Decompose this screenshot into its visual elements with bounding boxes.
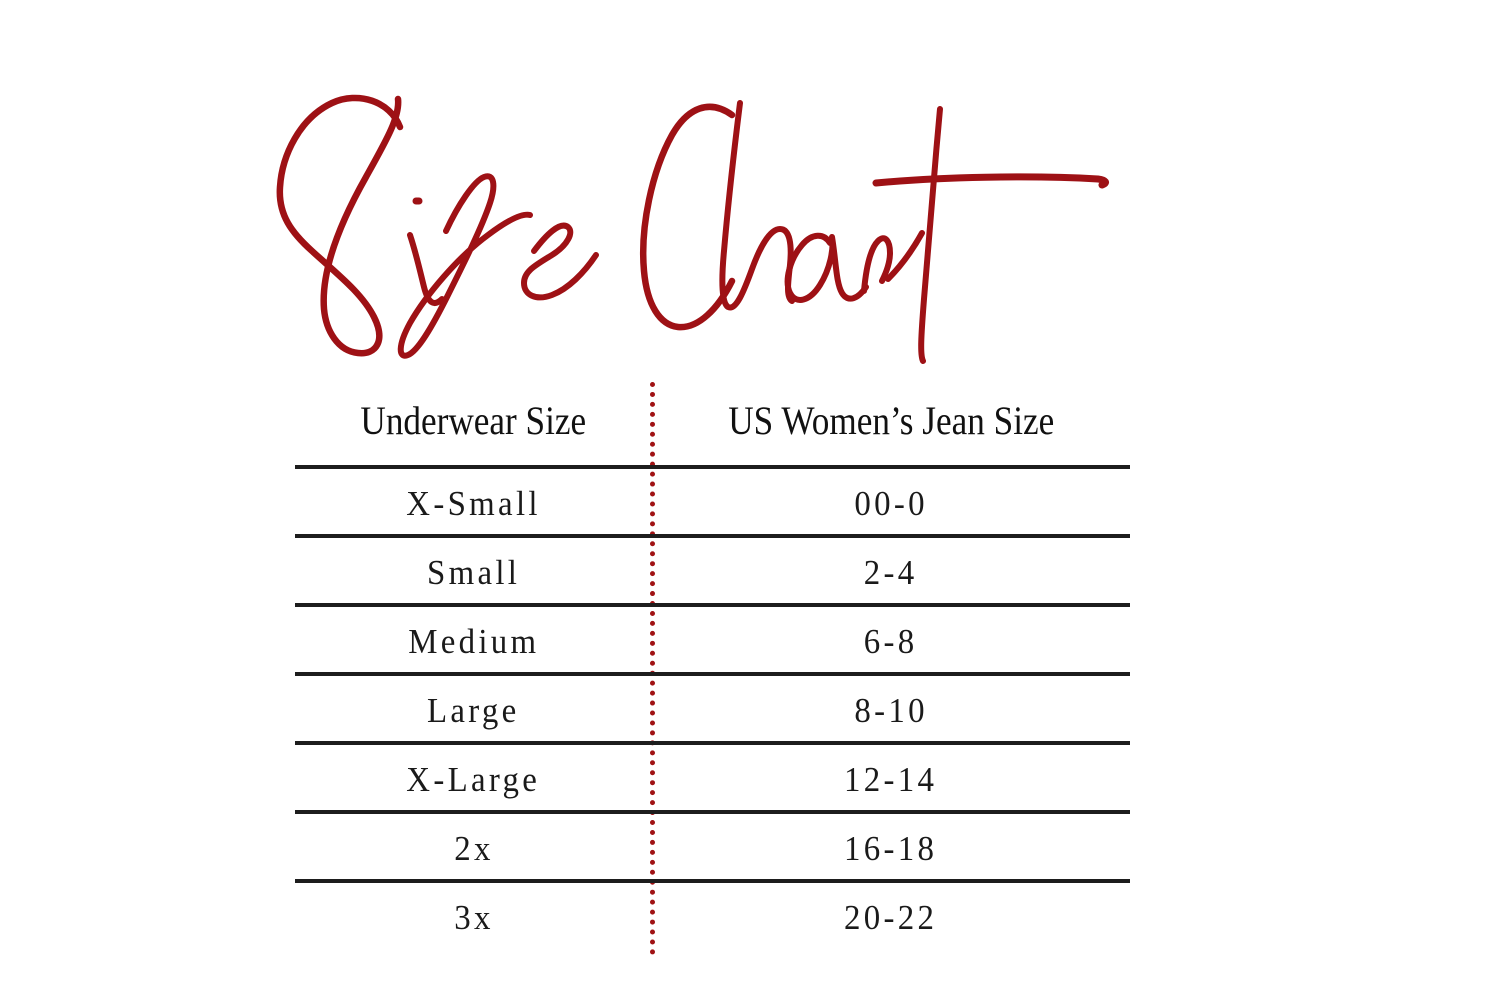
size-chart-script-title-icon: [276, 94, 1109, 364]
value-jean-size: 20-22: [844, 897, 938, 937]
value-underwear-size: Large: [427, 690, 520, 730]
table-rule-1: [295, 534, 1130, 538]
value-underwear-size: Small: [426, 552, 521, 592]
cell-underwear-size: Small: [295, 538, 652, 607]
cell-jean-size: 6-8: [652, 607, 1130, 676]
table-row: X-Small 00-0: [295, 469, 1130, 538]
table-row: Large 8-10: [295, 676, 1130, 745]
value-jean-size: 16-18: [844, 828, 938, 868]
size-table: Underwear Size US Women’s Jean Size X-Sm…: [295, 382, 1130, 962]
table-header-cell-underwear-size: Underwear Size: [295, 382, 652, 460]
table-row: Medium 6-8: [295, 607, 1130, 676]
cell-jean-size: 16-18: [652, 814, 1130, 883]
table-header-cell-jean-size: US Women’s Jean Size: [652, 382, 1130, 460]
value-underwear-size: Medium: [407, 621, 540, 661]
table-row: 3x 20-22: [295, 883, 1130, 952]
cell-underwear-size: 2x: [295, 814, 652, 883]
value-jean-size: 2-4: [864, 552, 918, 592]
value-underwear-size: 2x: [453, 828, 494, 868]
cell-jean-size: 12-14: [652, 745, 1130, 814]
value-underwear-size: X-Small: [406, 483, 541, 523]
header-label-jean-size: US Women’s Jean Size: [727, 398, 1054, 443]
table-rule-3: [295, 672, 1130, 676]
table-header-row: Underwear Size US Women’s Jean Size: [295, 382, 1130, 460]
cell-jean-size: 2-4: [652, 538, 1130, 607]
value-jean-size: 12-14: [844, 759, 938, 799]
column-divider: [650, 382, 655, 955]
cell-jean-size: 20-22: [652, 883, 1130, 952]
table-rule-5: [295, 810, 1130, 814]
cell-jean-size: 00-0: [652, 469, 1130, 538]
cell-underwear-size: Large: [295, 676, 652, 745]
cell-underwear-size: X-Large: [295, 745, 652, 814]
table-rule-0: [295, 465, 1130, 469]
cell-underwear-size: Medium: [295, 607, 652, 676]
table-row: X-Large 12-14: [295, 745, 1130, 814]
cell-underwear-size: 3x: [295, 883, 652, 952]
cell-jean-size: 8-10: [652, 676, 1130, 745]
table-row: 2x 16-18: [295, 814, 1130, 883]
table-rule-2: [295, 603, 1130, 607]
page-title: Size Chart: [240, 55, 1140, 375]
value-underwear-size: 3x: [453, 897, 494, 937]
value-underwear-size: X-Large: [406, 759, 541, 799]
table-rule-6: [295, 879, 1130, 883]
cell-underwear-size: X-Small: [295, 469, 652, 538]
value-jean-size: 8-10: [854, 690, 928, 730]
table-rule-4: [295, 741, 1130, 745]
value-jean-size: 00-0: [854, 483, 928, 523]
table-row: Small 2-4: [295, 538, 1130, 607]
header-label-underwear-size: Underwear Size: [360, 398, 587, 443]
value-jean-size: 6-8: [864, 621, 918, 661]
